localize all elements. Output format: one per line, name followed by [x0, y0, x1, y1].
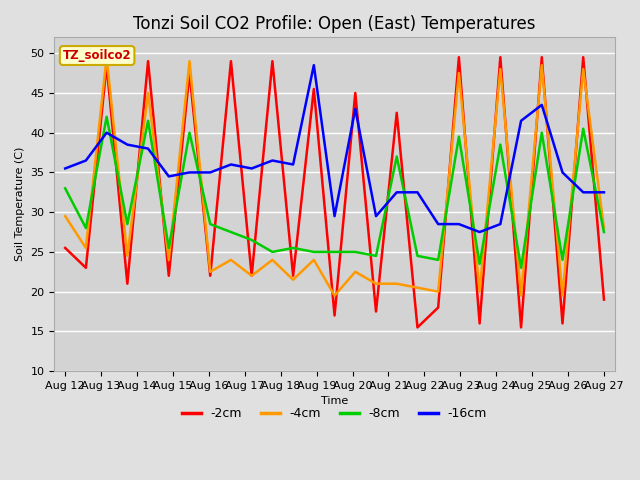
- Text: TZ_soilco2: TZ_soilco2: [63, 49, 131, 62]
- Title: Tonzi Soil CO2 Profile: Open (East) Temperatures: Tonzi Soil CO2 Profile: Open (East) Temp…: [133, 15, 536, 33]
- Y-axis label: Soil Temperature (C): Soil Temperature (C): [15, 147, 25, 262]
- Legend: -2cm, -4cm, -8cm, -16cm: -2cm, -4cm, -8cm, -16cm: [177, 402, 492, 425]
- X-axis label: Time: Time: [321, 396, 348, 407]
